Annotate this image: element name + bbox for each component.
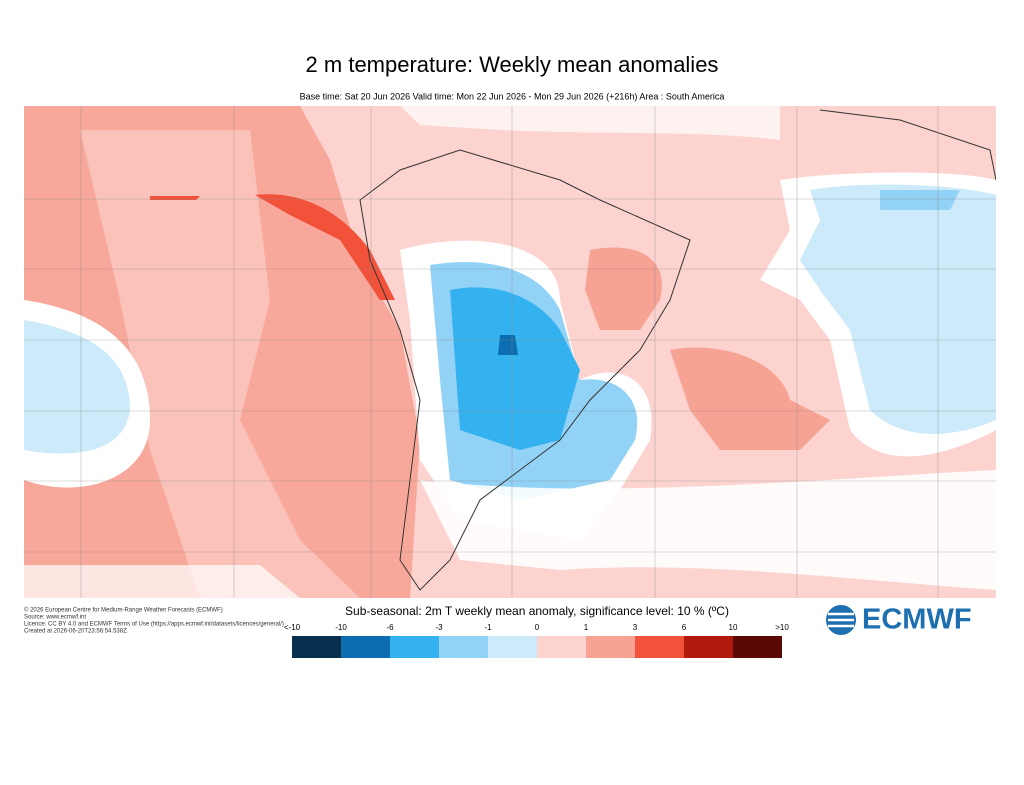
legend-label: -10 xyxy=(335,623,347,632)
logo-text: ECMWF xyxy=(862,604,972,636)
legend-swatch xyxy=(488,636,537,658)
map xyxy=(24,106,996,598)
legend-label: 1 xyxy=(584,623,589,632)
credit: © 2026 European Centre for Medium-Range … xyxy=(24,607,223,614)
legend-swatch xyxy=(439,636,488,658)
credit: Licence: CC BY 4.0 and ECMWF Terms of Us… xyxy=(24,622,284,628)
legend-title: Sub-seasonal: 2m T weekly mean anomaly, … xyxy=(345,604,729,618)
legend-swatch xyxy=(341,636,390,658)
legend-label: 6 xyxy=(682,623,687,632)
legend-label: -6 xyxy=(386,623,394,632)
credit: Created at 2026-06-20T23:56:54.538Z xyxy=(24,629,127,635)
title: 2 m temperature: Weekly mean anomalies xyxy=(306,52,719,77)
legend-swatch xyxy=(635,636,684,658)
legend-label: 10 xyxy=(729,623,738,632)
legend-label: -1 xyxy=(484,623,492,632)
credit: Source: www.ecmwf.int xyxy=(24,615,86,621)
legend-label: <-10 xyxy=(284,623,301,632)
legend-label: 3 xyxy=(633,623,638,632)
legend-label: 0 xyxy=(535,623,540,632)
legend-swatch xyxy=(390,636,439,658)
legend-label: >10 xyxy=(775,623,789,632)
logo: ECMWF xyxy=(826,604,972,636)
legend-swatch xyxy=(292,636,341,658)
legend-swatch xyxy=(586,636,635,658)
subtitle: Base time: Sat 20 Jun 2026 Valid time: M… xyxy=(300,91,725,101)
legend-swatch xyxy=(537,636,586,658)
legend-label: -3 xyxy=(435,623,443,632)
legend-swatch xyxy=(684,636,733,658)
legend-swatch xyxy=(733,636,782,658)
